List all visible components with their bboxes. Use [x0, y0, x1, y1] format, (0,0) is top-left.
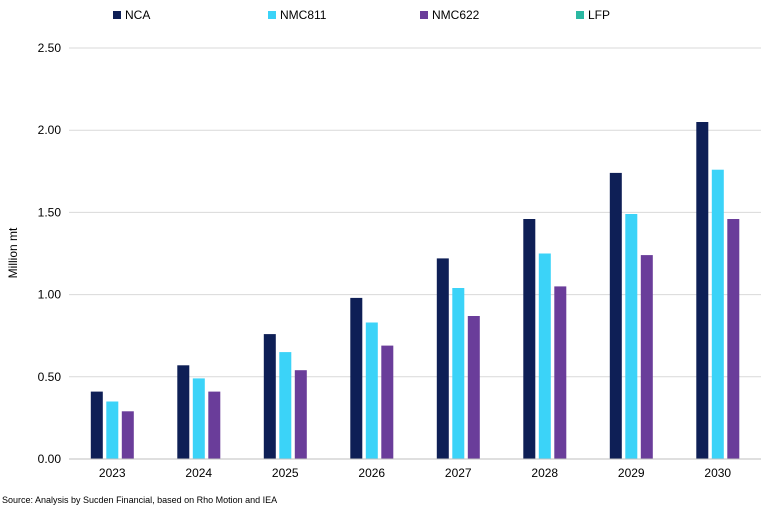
bar-nmc811-2027 — [452, 288, 465, 459]
y-tick-label: 0.50 — [38, 370, 62, 384]
legend-label: NMC622 — [432, 8, 480, 22]
bar-nmc622-2025 — [294, 370, 307, 459]
bars — [90, 122, 740, 459]
x-tick-label: 2030 — [704, 466, 731, 480]
bar-nmc811-2030 — [711, 169, 724, 459]
bar-nmc811-2025 — [279, 352, 292, 459]
x-tick-label: 2026 — [358, 466, 385, 480]
legend-label: NMC811 — [280, 8, 327, 22]
legend-swatch — [268, 11, 276, 19]
bar-nmc622-2028 — [554, 286, 567, 459]
y-tick-label: 2.00 — [38, 123, 62, 137]
x-tick-label: 2025 — [272, 466, 299, 480]
bar-nca-2029 — [609, 172, 622, 459]
y-axis-ticks: 0.00 0.50 1.00 1.50 2.00 2.50 — [38, 41, 62, 466]
x-tick-label: 2027 — [445, 466, 472, 480]
bar-nmc622-2030 — [727, 219, 740, 459]
bar-nca-2028 — [523, 219, 536, 459]
bar-nca-2024 — [177, 365, 190, 459]
bar-nmc811-2024 — [192, 378, 205, 459]
bar-nmc622-2027 — [467, 316, 480, 459]
x-tick-label: 2024 — [185, 466, 212, 480]
gridlines — [69, 47, 761, 378]
legend-label: NCA — [125, 8, 150, 22]
bar-nca-2027 — [436, 258, 449, 459]
x-tick-label: 2029 — [618, 466, 645, 480]
legend-item-nca: NCA — [113, 8, 150, 22]
legend-swatch — [576, 11, 584, 19]
legend-item-lfp: LFP — [576, 8, 610, 22]
y-tick-label: 0.00 — [38, 452, 62, 466]
x-tick-label: 2023 — [99, 466, 126, 480]
legend: NCA NMC811 NMC622 LFP — [113, 8, 610, 22]
x-axis-ticks: 2023 2024 2025 2026 2027 2028 2029 2030 — [99, 466, 732, 480]
legend-item-nmc811: NMC811 — [268, 8, 327, 22]
legend-label: LFP — [588, 8, 610, 22]
bar-nmc622-2024 — [208, 391, 221, 459]
y-tick-label: 1.50 — [38, 205, 62, 219]
y-axis-title: Million mt — [6, 227, 20, 278]
bar-nca-2026 — [350, 297, 363, 459]
x-tick-label: 2028 — [531, 466, 558, 480]
bar-nmc622-2026 — [381, 345, 394, 459]
bar-nmc811-2028 — [538, 253, 551, 459]
legend-swatch — [113, 11, 121, 19]
y-tick-label: 2.50 — [38, 41, 62, 55]
bar-nmc811-2029 — [625, 214, 638, 459]
y-tick-label: 1.00 — [38, 288, 62, 302]
bar-nca-2023 — [90, 391, 103, 459]
legend-swatch — [420, 11, 428, 19]
bar-nca-2030 — [696, 122, 709, 459]
bar-nmc811-2026 — [365, 322, 378, 459]
bar-nmc622-2029 — [640, 255, 653, 459]
bar-nca-2025 — [263, 334, 276, 459]
legend-item-nmc622: NMC622 — [420, 8, 480, 22]
bar-nmc622-2023 — [121, 411, 134, 459]
bar-nmc811-2023 — [106, 401, 119, 459]
source-note: Source: Analysis by Sucden Financial, ba… — [2, 495, 277, 505]
